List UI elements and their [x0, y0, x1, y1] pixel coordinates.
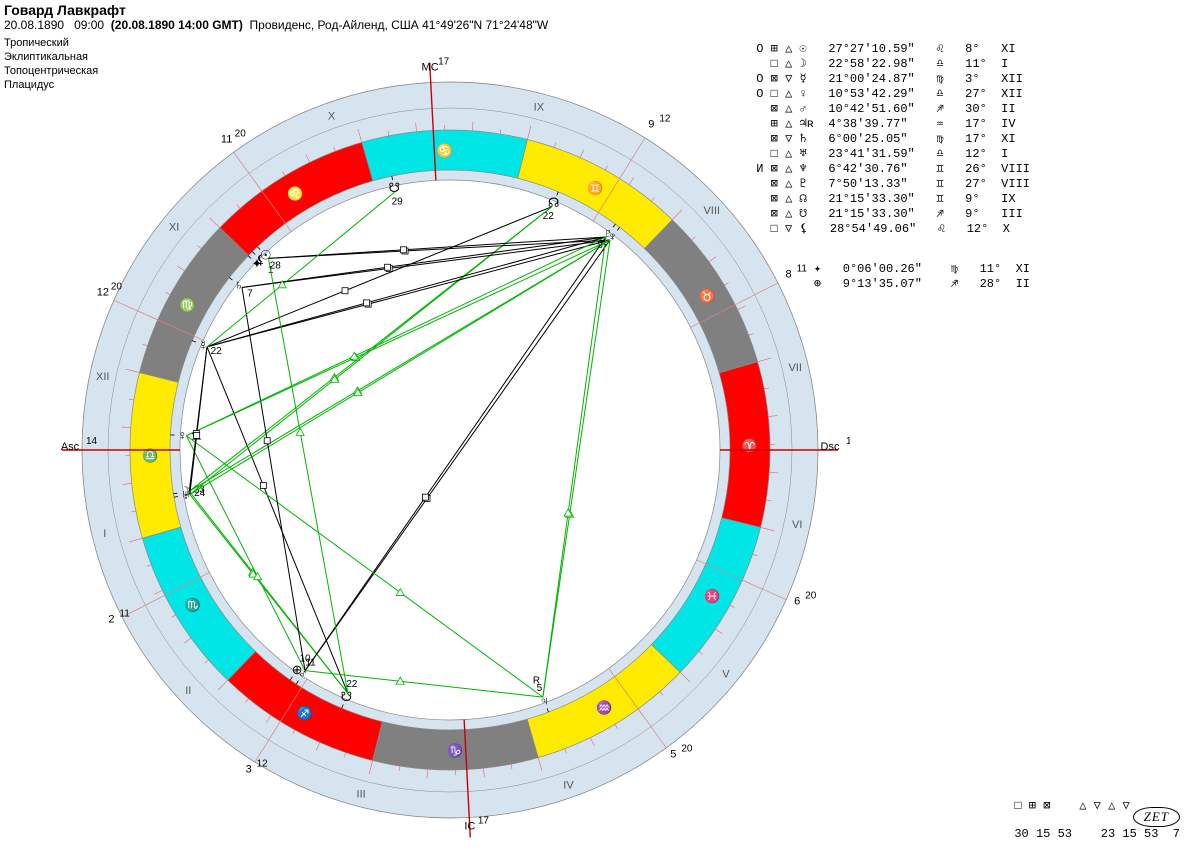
- svg-text:6: 6: [794, 596, 800, 608]
- svg-text:3: 3: [246, 763, 252, 775]
- svg-text:Asc: Asc: [61, 441, 80, 453]
- svg-text:♐: ♐: [296, 705, 312, 720]
- natal-wheel: ♈♉♊♋♌♍♎♏♐♑♒♓Asc14I211II312IIIIC17IV520V6…: [50, 30, 850, 850]
- svg-text:17: 17: [438, 57, 450, 68]
- svg-text:♓: ♓: [704, 588, 720, 603]
- svg-text:20: 20: [111, 281, 123, 292]
- svg-text:17: 17: [478, 815, 490, 826]
- svg-text:29: 29: [392, 197, 404, 208]
- svg-text:11: 11: [797, 263, 808, 274]
- svg-text:Dsc: Dsc: [821, 441, 840, 453]
- svg-text:8: 8: [786, 268, 792, 280]
- svg-text:5: 5: [670, 748, 676, 760]
- svg-text:12: 12: [659, 114, 671, 125]
- svg-text:♑: ♑: [447, 743, 463, 758]
- svg-text:I: I: [103, 528, 106, 540]
- svg-text:♌: ♌: [287, 186, 303, 201]
- zet-logo: ZET: [1133, 807, 1180, 827]
- svg-text:♊: ♊: [587, 181, 603, 196]
- svg-text:IC: IC: [464, 820, 475, 832]
- svg-text:11: 11: [119, 609, 130, 620]
- svg-text:V: V: [722, 668, 730, 680]
- svg-text:♏: ♏: [185, 598, 201, 613]
- svg-text:22: 22: [346, 679, 358, 690]
- svg-text:20: 20: [681, 743, 693, 754]
- svg-text:XI: XI: [169, 222, 179, 234]
- svg-text:2: 2: [108, 614, 114, 626]
- svg-text:II: II: [185, 685, 191, 697]
- svg-text:♉: ♉: [699, 288, 715, 303]
- svg-text:14: 14: [86, 436, 98, 447]
- svg-text:11: 11: [221, 134, 232, 146]
- svg-text:14: 14: [846, 436, 850, 447]
- svg-text:XII: XII: [96, 371, 109, 383]
- svg-text:22: 22: [211, 346, 223, 357]
- svg-text:7: 7: [247, 289, 253, 300]
- svg-text:IX: IX: [534, 101, 545, 113]
- planet-glyph: ♀: [178, 428, 188, 443]
- svg-text:♒: ♒: [596, 700, 612, 715]
- svg-text:12: 12: [257, 758, 269, 769]
- svg-text:MC: MC: [422, 62, 439, 74]
- planet-glyph: ✦: [251, 256, 262, 271]
- svg-text:9: 9: [648, 119, 654, 131]
- header: Говард Лавкрафт 20.08.1890 09:00 (20.08.…: [4, 2, 548, 32]
- svg-text:VII: VII: [788, 362, 801, 374]
- svg-text:X: X: [328, 110, 336, 122]
- svg-text:20: 20: [805, 591, 817, 602]
- svg-text:VI: VI: [792, 519, 802, 531]
- svg-text:III: III: [357, 789, 366, 801]
- svg-text:R: R: [533, 675, 540, 686]
- person-name: Говард Лавкрафт: [4, 2, 548, 18]
- svg-text:20: 20: [235, 129, 247, 140]
- svg-text:♋: ♋: [437, 143, 453, 158]
- svg-text:VIII: VIII: [703, 205, 720, 217]
- svg-text:♍: ♍: [180, 298, 196, 313]
- svg-text:12: 12: [97, 286, 109, 298]
- svg-text:IV: IV: [563, 780, 574, 792]
